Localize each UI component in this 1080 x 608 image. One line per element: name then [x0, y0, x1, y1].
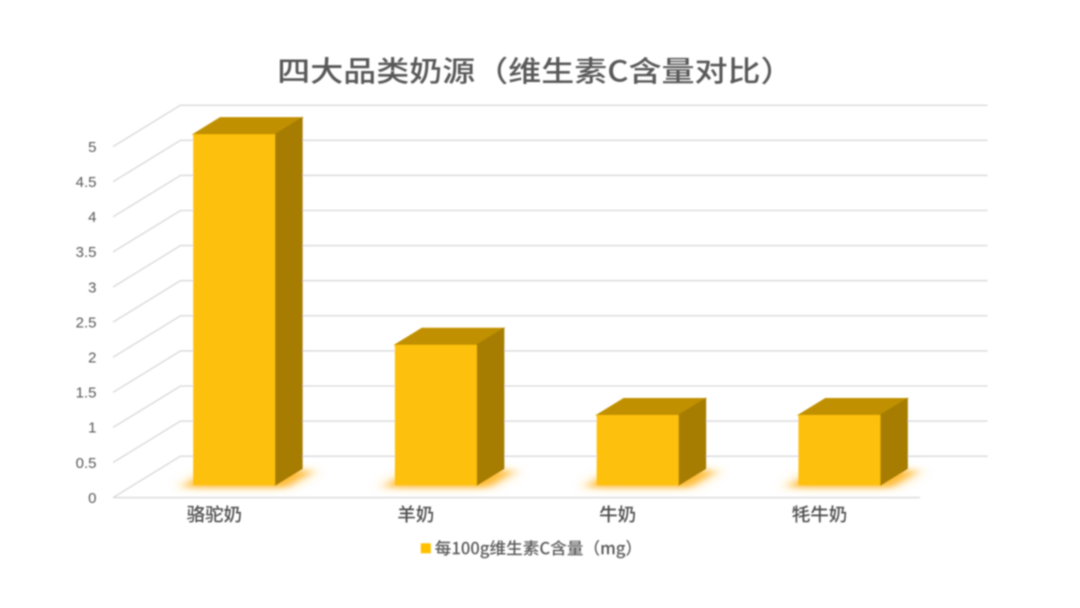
svg-text:0: 0 [88, 490, 96, 507]
svg-text:4: 4 [88, 209, 96, 226]
svg-text:2.5: 2.5 [76, 314, 97, 331]
svg-text:1: 1 [88, 420, 96, 437]
svg-text:2: 2 [88, 350, 96, 367]
svg-text:1.5: 1.5 [76, 385, 97, 402]
svg-text:3: 3 [88, 279, 96, 296]
svg-text:0.5: 0.5 [76, 455, 97, 472]
svg-text:5: 5 [88, 139, 96, 156]
svg-text:4.5: 4.5 [76, 174, 97, 191]
svg-text:3.5: 3.5 [76, 244, 97, 261]
